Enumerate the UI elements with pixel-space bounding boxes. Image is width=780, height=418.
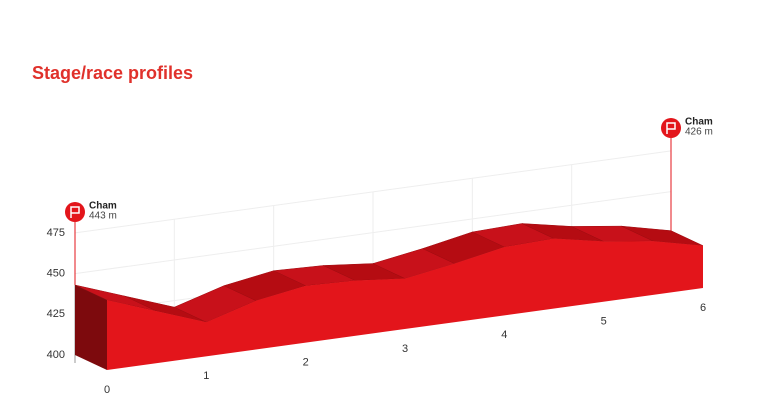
x-tick-label: 3 (402, 343, 408, 355)
x-tick-label: 6 (700, 302, 706, 314)
marker-name: Cham (685, 117, 713, 128)
marker-label: 443 m (89, 211, 117, 222)
x-tick-label: 1 (203, 370, 209, 382)
x-tick-label: 2 (303, 357, 309, 369)
marker-flag (666, 122, 676, 134)
side-face (75, 285, 107, 370)
y-tick-label: 450 (47, 268, 65, 280)
marker-name: Cham (89, 201, 117, 212)
y-tick-label: 400 (47, 349, 65, 361)
y-tick-label: 475 (47, 227, 65, 239)
x-tick-label: 0 (104, 384, 110, 396)
y-tick-label: 425 (47, 308, 65, 320)
marker-icon (661, 118, 681, 138)
x-tick-label: 5 (601, 316, 607, 328)
marker-flag (70, 206, 80, 218)
profile-front (107, 238, 703, 370)
marker-label: 426 m (685, 127, 713, 138)
x-tick-label: 4 (501, 329, 507, 341)
marker-icon (65, 202, 85, 222)
page-title: Stage/race profiles (32, 63, 193, 83)
